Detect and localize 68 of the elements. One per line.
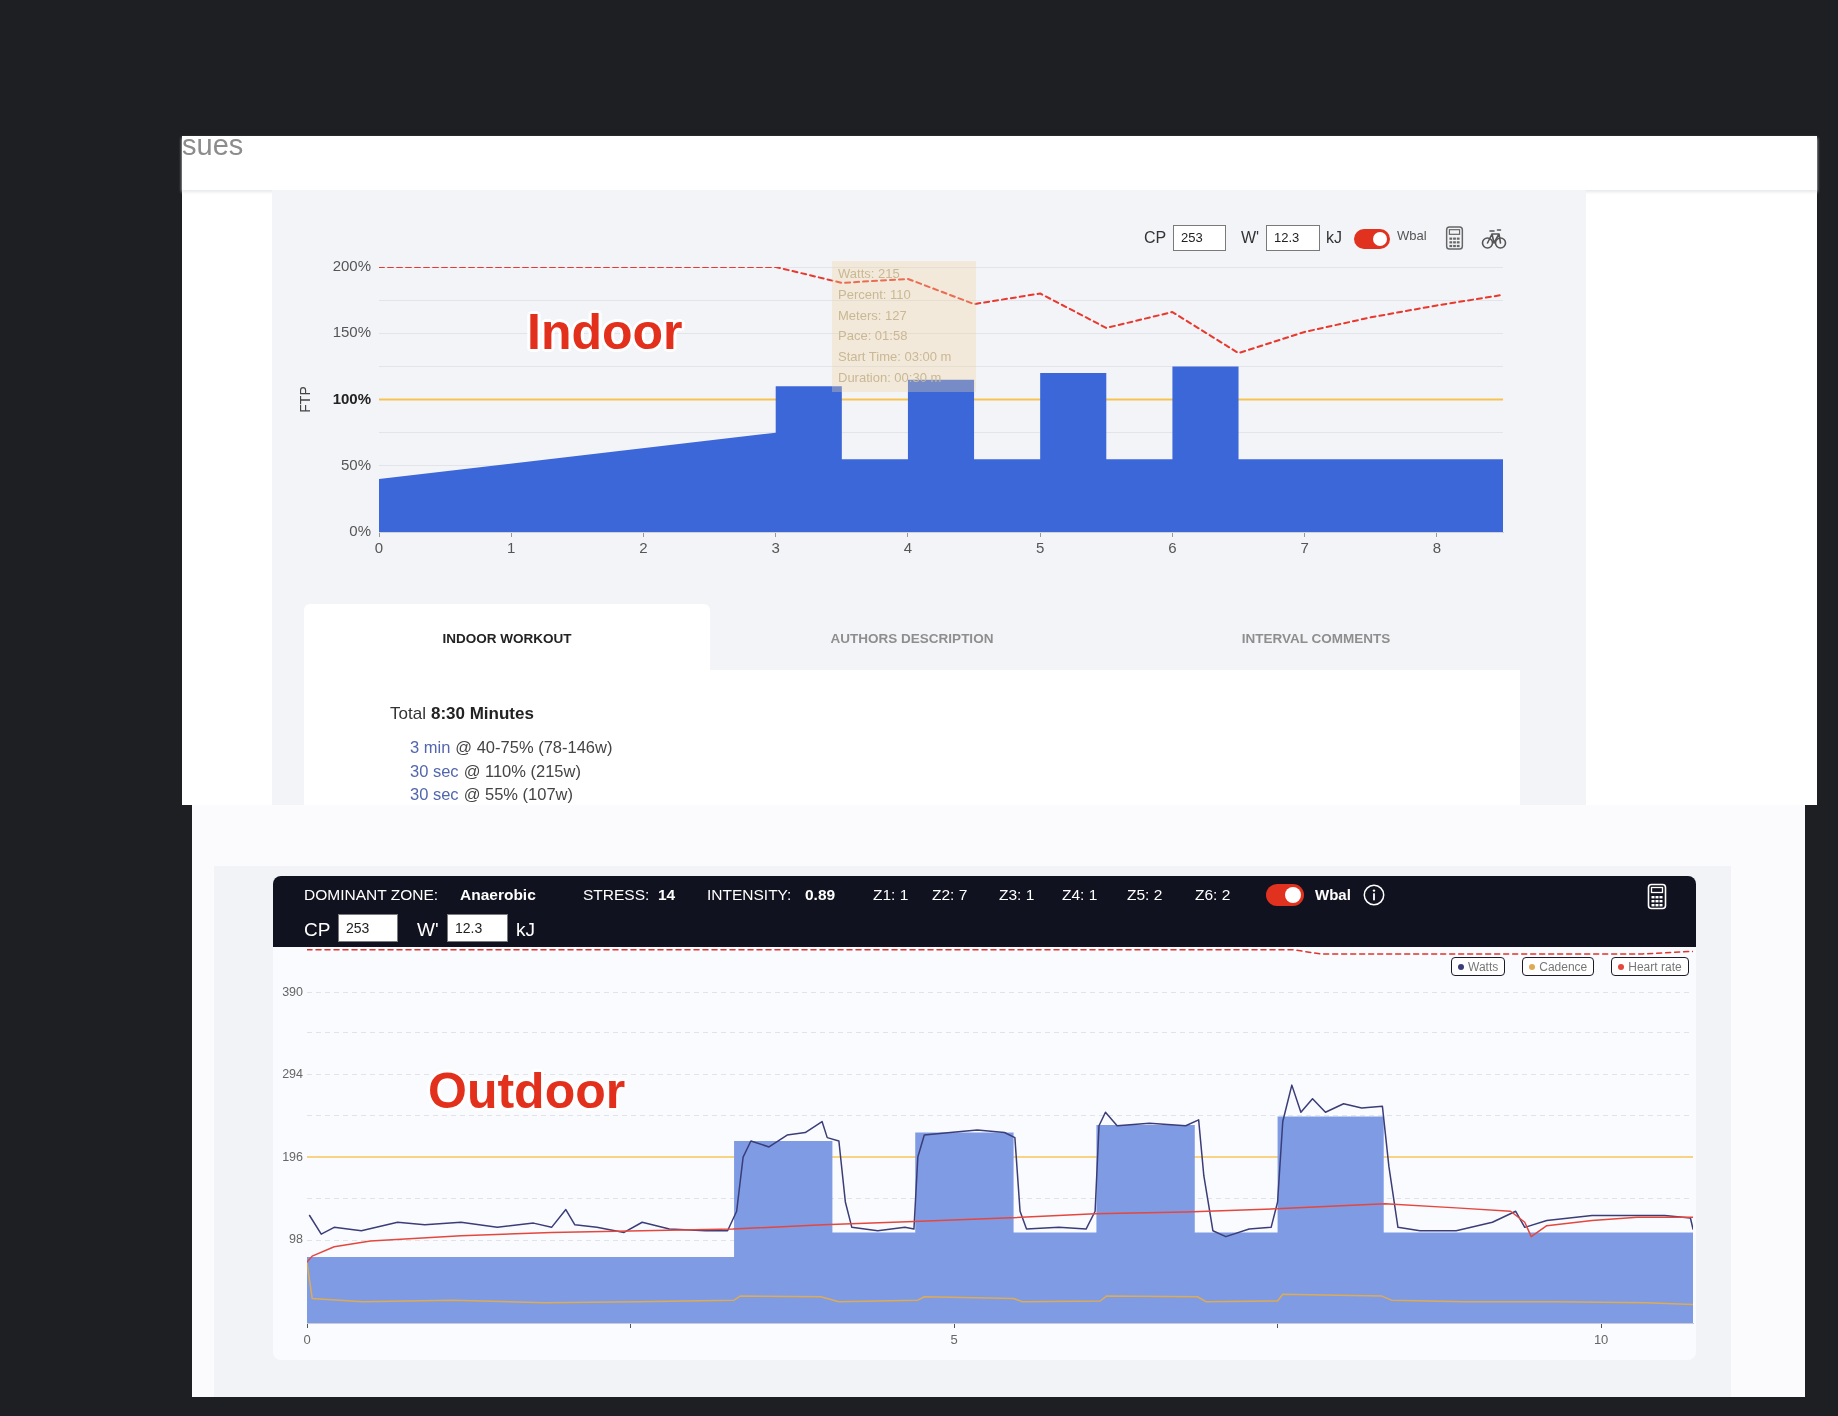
text: Anaerobic <box>460 885 536 905</box>
x-tick-label: 5 <box>1036 539 1045 557</box>
text: CP <box>1144 228 1167 248</box>
annotation: Percent: 110 <box>838 286 911 304</box>
y-tick-label: 150% <box>332 323 371 341</box>
annotation: Pace: 01:58 <box>838 327 908 345</box>
annotation: Watts: 215 <box>838 265 900 283</box>
text: DOMINANT ZONE: <box>304 885 439 905</box>
text: STRESS: <box>583 885 650 905</box>
text: @ 40-75% (78-146w) <box>455 738 613 756</box>
y-tick-label: 390 <box>282 985 304 1000</box>
x-tick-label: 10 <box>1593 1332 1609 1348</box>
text: W' <box>1241 228 1260 248</box>
x-tick-label: 4 <box>903 539 913 557</box>
text: Z3: 1 <box>999 885 1035 905</box>
text: kJ <box>516 918 535 942</box>
text: Z1: 1 <box>873 885 909 905</box>
text: Indoor <box>527 303 683 362</box>
input-field: 253 <box>1173 225 1226 251</box>
legend-label: Heart rate <box>1628 959 1682 974</box>
text: sues <box>182 128 244 163</box>
input-field: 12.3 <box>447 914 508 942</box>
x-tick-label: 6 <box>1168 539 1177 557</box>
text: 30 sec <box>410 762 459 780</box>
text: Total <box>390 704 426 723</box>
text: 0.89 <box>805 885 836 905</box>
x-tick-label: 0 <box>374 539 384 557</box>
annotation: Meters: 127 <box>838 307 907 325</box>
text: @ 55% (107w) <box>463 785 574 803</box>
x-tick-label: 8 <box>1432 539 1442 557</box>
x-tick-label: 2 <box>639 539 648 557</box>
text: 14 <box>658 885 676 905</box>
text: 30 sec <box>410 785 459 803</box>
x-tick-label: 7 <box>1300 539 1309 557</box>
input-field: 253 <box>338 914 398 942</box>
text: @ 110% (215w) <box>463 762 581 780</box>
x-tick-label: 3 <box>771 539 780 557</box>
x-tick-label: 1 <box>507 539 516 557</box>
text: Wbal <box>1397 227 1427 245</box>
text: 8:30 Minutes <box>430 704 534 723</box>
input-field: 12.3 <box>1266 225 1320 251</box>
text: Z5: 2 <box>1127 885 1163 905</box>
y-tick-label: 50% <box>340 455 371 473</box>
legend-label: Watts <box>1468 959 1499 974</box>
text: INTENSITY: <box>707 885 792 905</box>
y-tick-label: 100% <box>332 389 371 407</box>
text: INDOOR WORKOUT <box>442 630 572 648</box>
x-tick-label: 5 <box>950 1332 958 1348</box>
y-tick-label: 98 <box>289 1232 304 1247</box>
text: kJ <box>1326 228 1342 248</box>
text: 3 min <box>410 738 451 756</box>
x-tick-label: 0 <box>303 1332 311 1348</box>
text: Z4: 1 <box>1062 885 1098 905</box>
text: Outdoor <box>428 1062 626 1121</box>
text: W' <box>417 918 439 942</box>
y-tick-label: 0% <box>349 522 371 540</box>
y-tick-label: 196 <box>282 1149 304 1164</box>
legend-label: Cadence <box>1539 959 1588 974</box>
text: CP <box>304 918 331 942</box>
text: INTERVAL COMMENTS <box>1241 630 1391 648</box>
y-tick-label: 294 <box>282 1066 304 1081</box>
text: AUTHORS DESCRIPTION <box>830 630 994 648</box>
text: Z6: 2 <box>1195 885 1231 905</box>
y-axis-title: FTP <box>297 386 314 413</box>
annotation: Start Time: 03:00 m <box>838 348 952 366</box>
text: Wbal <box>1315 885 1351 905</box>
y-tick-label: 200% <box>332 257 371 275</box>
text: Z2: 7 <box>932 885 968 905</box>
